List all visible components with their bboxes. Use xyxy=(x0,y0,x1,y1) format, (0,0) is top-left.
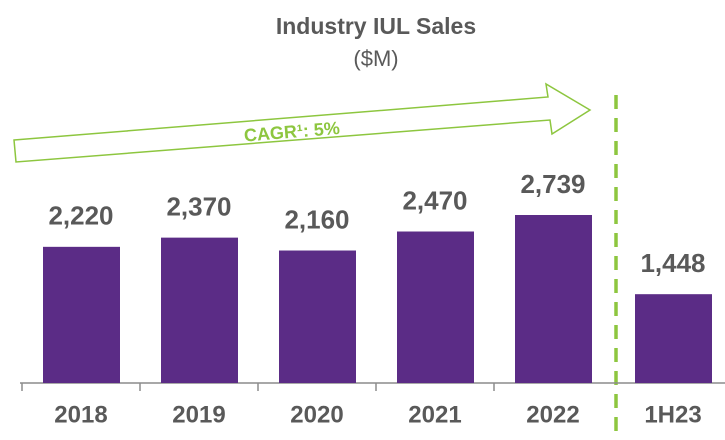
x-tick-label: 2021 xyxy=(408,401,461,428)
value-label: 1,448 xyxy=(640,248,705,278)
bar xyxy=(161,237,238,383)
bar xyxy=(43,246,120,383)
chart-title: Industry IUL Sales xyxy=(276,13,476,39)
x-tick-label: 2018 xyxy=(54,401,107,428)
x-tick-label: 2022 xyxy=(526,401,579,428)
bar xyxy=(635,294,712,383)
value-label: 2,370 xyxy=(166,192,231,222)
x-tick-label: 1H23 xyxy=(644,401,701,428)
value-label: 2,739 xyxy=(520,169,585,199)
bar xyxy=(515,215,592,383)
x-tick-label: 2020 xyxy=(290,401,343,428)
value-label: 2,160 xyxy=(284,204,349,234)
bar xyxy=(397,231,474,383)
cagr-arrow xyxy=(13,82,592,163)
value-label: 2,220 xyxy=(48,201,113,231)
x-tick-label: 2019 xyxy=(172,401,225,428)
bar xyxy=(279,250,356,383)
chart-subtitle: ($M) xyxy=(353,46,398,71)
value-label: 2,470 xyxy=(402,185,467,215)
